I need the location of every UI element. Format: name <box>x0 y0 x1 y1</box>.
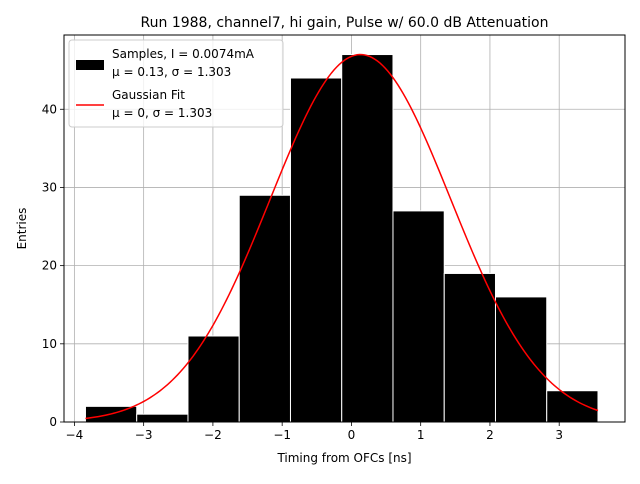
histogram-bar <box>546 390 599 423</box>
histogram-bar <box>392 210 445 423</box>
y-tick-label: 40 <box>42 102 57 116</box>
x-axis-ticks: −4 −3 −2 −1 0 1 2 3 <box>66 422 563 442</box>
legend-fit-line1: Gaussian Fit <box>112 88 185 102</box>
histogram-bar <box>187 335 240 423</box>
y-tick-label: 0 <box>49 415 57 429</box>
legend-samples-swatch <box>76 60 104 70</box>
y-tick-label: 30 <box>42 180 57 194</box>
x-tick-label: 2 <box>486 428 494 442</box>
x-tick-label: 3 <box>555 428 563 442</box>
histogram-bar <box>238 194 291 423</box>
x-tick-label: 0 <box>348 428 356 442</box>
x-axis-label: Timing from OFCs [ns] <box>276 451 411 465</box>
y-tick-label: 20 <box>42 259 57 273</box>
legend-samples-line2: μ = 0.13, σ = 1.303 <box>112 65 231 79</box>
histogram-bar <box>443 272 496 423</box>
x-tick-label: −3 <box>135 428 153 442</box>
y-axis-ticks: 0 10 20 30 40 <box>42 102 64 429</box>
x-tick-label: −1 <box>273 428 291 442</box>
legend-samples-line1: Samples, I = 0.0074mA <box>112 47 255 61</box>
x-tick-label: 1 <box>417 428 425 442</box>
legend: Samples, I = 0.0074mA μ = 0.13, σ = 1.30… <box>68 39 284 128</box>
histogram-bar <box>136 413 189 423</box>
y-tick-label: 10 <box>42 337 57 351</box>
gaussian-fit <box>85 53 599 420</box>
plot-frame <box>63 34 626 423</box>
legend-box <box>68 39 284 128</box>
legend-fit-line2: μ = 0, σ = 1.303 <box>112 106 212 120</box>
gaussian-fit-curve <box>85 53 599 420</box>
x-tick-label: −2 <box>204 428 222 442</box>
histogram-bar <box>289 77 343 423</box>
histogram-bar <box>341 54 394 423</box>
y-axis-label: Entries <box>15 208 29 250</box>
x-tick-label: −4 <box>66 428 84 442</box>
chart-title: Run 1988, channel7, hi gain, Pulse w/ 60… <box>141 15 549 31</box>
